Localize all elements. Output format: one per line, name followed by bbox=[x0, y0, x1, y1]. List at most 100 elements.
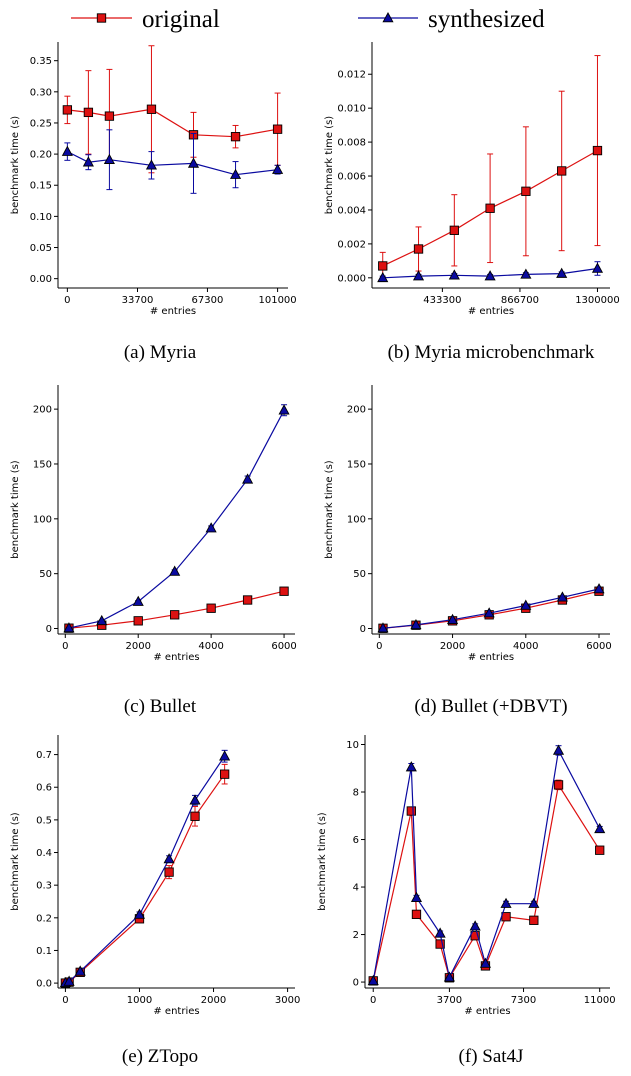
y-tick-label: 0.1 bbox=[36, 946, 52, 957]
y-tick-label: 0.000 bbox=[337, 273, 366, 284]
y-tick-label: 50 bbox=[353, 569, 366, 580]
x-tick-label: 101000 bbox=[258, 295, 296, 306]
y-tick-label: 4 bbox=[353, 883, 359, 894]
data-point bbox=[479, 957, 491, 968]
data-point bbox=[169, 565, 181, 576]
data-point bbox=[61, 145, 73, 156]
data-point bbox=[434, 927, 446, 938]
y-tick-label: 0 bbox=[360, 624, 366, 635]
data-point bbox=[63, 975, 75, 986]
y-tick-label: 200 bbox=[33, 405, 52, 416]
data-point bbox=[469, 920, 481, 931]
series-original bbox=[378, 55, 603, 281]
x-tick-label: 2000 bbox=[440, 641, 465, 652]
legend-marker bbox=[382, 12, 394, 23]
data-point bbox=[443, 971, 455, 982]
data-point bbox=[500, 897, 512, 908]
data-point bbox=[411, 909, 422, 920]
series-line bbox=[67, 108, 278, 138]
x-tick-label: 0 bbox=[62, 641, 68, 652]
data-point bbox=[405, 761, 417, 772]
y-tick-label: 0.012 bbox=[337, 70, 366, 81]
y-tick-label: 100 bbox=[347, 514, 366, 525]
data-point bbox=[189, 794, 201, 805]
y-tick-label: 0.30 bbox=[30, 87, 52, 98]
panel-caption: (b) Myria microbenchmark bbox=[388, 342, 595, 363]
y-tick-label: 0.10 bbox=[30, 212, 52, 223]
data-point bbox=[556, 267, 568, 278]
x-tick-label: 3000 bbox=[275, 995, 300, 1006]
y-tick-label: 0.006 bbox=[337, 172, 366, 183]
data-point bbox=[205, 522, 217, 533]
series-original bbox=[62, 45, 283, 174]
y-tick-label: 0.00 bbox=[30, 274, 52, 285]
data-point bbox=[133, 908, 146, 919]
panel-caption: (d) Bullet (+DBVT) bbox=[414, 696, 567, 717]
data-point bbox=[552, 744, 565, 755]
series-synthesized bbox=[59, 749, 231, 988]
data-point bbox=[242, 595, 253, 605]
data-point bbox=[528, 897, 540, 908]
data-point bbox=[63, 622, 75, 633]
data-point bbox=[164, 867, 174, 877]
data-point bbox=[377, 622, 389, 633]
data-point bbox=[133, 616, 143, 626]
series-line bbox=[65, 755, 226, 984]
chart-panel-1: 0.00 0.05 0.10 0.15 0.20 0.25 0.30 0.35 0 33700 67… bbox=[10, 42, 297, 363]
legend-item-original: original bbox=[71, 6, 220, 33]
x-tick-label: 67300 bbox=[192, 295, 224, 306]
y-tick-label: 0.010 bbox=[337, 104, 366, 115]
series-line bbox=[65, 773, 226, 984]
data-point bbox=[82, 156, 94, 167]
x-axis-label: # entries bbox=[468, 306, 514, 317]
y-tick-label: 0 bbox=[353, 978, 359, 989]
data-point bbox=[410, 618, 422, 630]
x-tick-label: 1300000 bbox=[575, 295, 620, 306]
data-point bbox=[377, 271, 389, 283]
series-synthesized bbox=[61, 129, 284, 194]
data-point bbox=[170, 610, 180, 620]
x-tick-label: 3700 bbox=[437, 995, 462, 1006]
data-point bbox=[206, 603, 216, 613]
data-point bbox=[378, 261, 388, 271]
series-synthesized bbox=[63, 404, 290, 633]
data-point bbox=[145, 159, 158, 170]
legend-label: synthesized bbox=[428, 6, 545, 33]
data-point bbox=[219, 769, 230, 779]
data-point bbox=[272, 124, 283, 134]
chart-panel-5: 0.0 0.1 0.2 0.3 0.4 0.5 0.6 0.7 0 1000 2000 3000 # e… bbox=[10, 735, 300, 1067]
data-point bbox=[83, 107, 94, 118]
y-tick-label: 150 bbox=[347, 459, 366, 470]
series-original bbox=[60, 763, 230, 988]
y-tick-label: 0.15 bbox=[30, 181, 52, 192]
data-point bbox=[412, 270, 425, 281]
y-tick-label: 0.0 bbox=[36, 979, 52, 990]
data-point bbox=[132, 595, 144, 606]
y-tick-label: 200 bbox=[347, 405, 366, 416]
series-synthesized bbox=[377, 261, 604, 283]
data-point bbox=[521, 186, 531, 196]
y-axis-label: benchmark time (s) bbox=[10, 812, 21, 911]
data-point bbox=[556, 591, 568, 602]
x-tick-label: 2000 bbox=[125, 641, 150, 652]
data-point bbox=[593, 583, 605, 594]
chart-panel-2: 0.000 0.002 0.004 0.006 0.008 0.010 0.012 43330… bbox=[324, 42, 620, 363]
x-tick-label: 7300 bbox=[511, 995, 536, 1006]
legend-item-synthesized: synthesized bbox=[358, 6, 545, 33]
x-tick-label: 433300 bbox=[423, 295, 461, 306]
x-axis-label: # entries bbox=[153, 1006, 199, 1017]
y-tick-label: 0.002 bbox=[337, 239, 366, 250]
y-tick-label: 0.20 bbox=[30, 150, 52, 161]
y-tick-label: 0.05 bbox=[30, 243, 52, 254]
series-line bbox=[67, 151, 278, 176]
y-tick-label: 8 bbox=[353, 788, 359, 799]
y-tick-label: 6 bbox=[353, 835, 359, 846]
x-axis-label: # entries bbox=[153, 652, 199, 663]
data-point bbox=[594, 822, 606, 834]
y-tick-label: 10 bbox=[346, 740, 359, 751]
y-tick-label: 0.7 bbox=[36, 750, 52, 761]
y-tick-label: 0.5 bbox=[36, 815, 52, 826]
